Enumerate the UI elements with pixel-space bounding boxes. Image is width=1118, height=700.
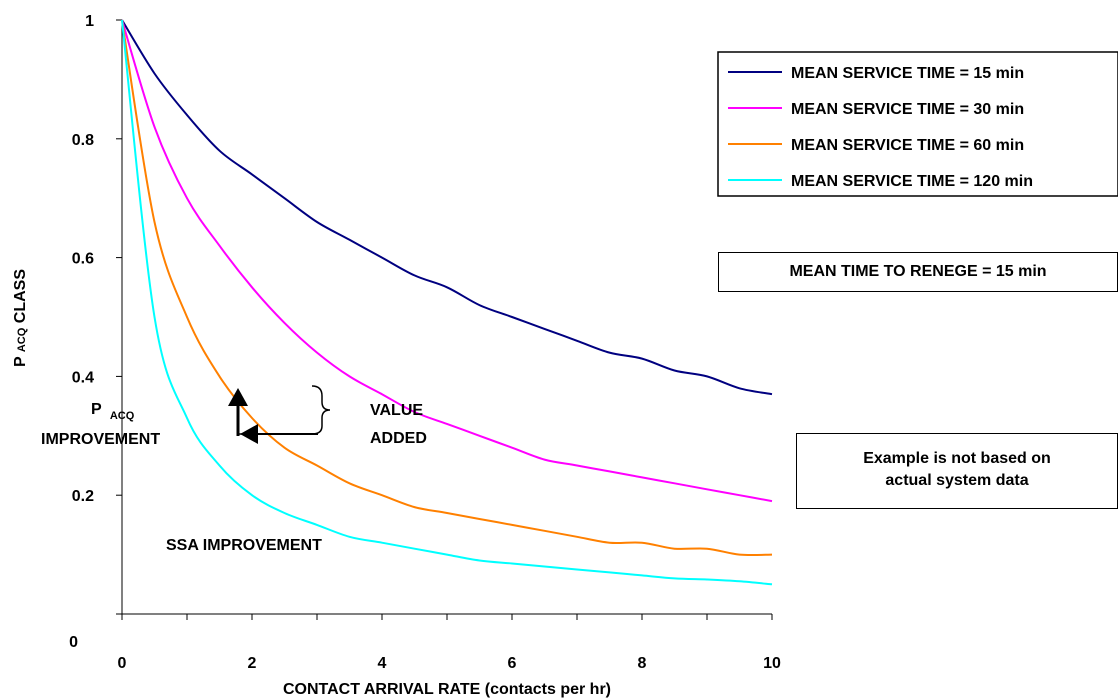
brace-shape — [311, 385, 331, 435]
arrow-left-icon — [240, 424, 258, 444]
legend-label: MEAN SERVICE TIME = 60 min — [791, 137, 1024, 154]
legend-box — [717, 51, 1118, 197]
pacq-improvement-label: IMPROVEMENT — [41, 431, 160, 448]
x-tick-label: 4 — [378, 655, 387, 672]
y-tick-label: 0.2 — [72, 488, 94, 505]
value-added-label-1: VALUE — [370, 402, 423, 419]
value-added-label-2: ADDED — [370, 430, 427, 447]
y-tick-label: 0 — [69, 634, 78, 651]
y-tick-label: 1 — [85, 13, 94, 30]
series-line-2 — [121, 19, 773, 503]
legend-label: MEAN SERVICE TIME = 15 min — [791, 65, 1024, 82]
series-lines — [121, 19, 773, 586]
series-line-1 — [121, 19, 773, 396]
y-axis: 0 0.2 0.4 0.6 0.8 1 — [69, 13, 123, 651]
y-tick-label: 0.6 — [72, 251, 94, 268]
arrow-up-icon — [228, 388, 248, 406]
x-tick-label: 2 — [248, 655, 257, 672]
renege-text: MEAN TIME TO RENEGE = 15 min — [789, 263, 1047, 280]
y-tick-label: 0.8 — [72, 132, 94, 149]
y-tick-label: 0.4 — [72, 369, 94, 386]
x-tick-label: 0 — [118, 655, 127, 672]
x-tick-label: 6 — [508, 655, 517, 672]
disclaimer-line-2: actual system data — [885, 472, 1029, 489]
renege-info-box: MEAN TIME TO RENEGE = 15 min — [718, 252, 1118, 292]
legend: MEAN SERVICE TIME = 15 min MEAN SERVICE T… — [728, 65, 1033, 190]
x-tick-label: 10 — [763, 655, 781, 672]
series-line-4 — [121, 19, 773, 586]
ssa-improvement-label: SSA IMPROVEMENT — [166, 537, 322, 554]
value-added-annotation: VALUE ADDED — [311, 385, 427, 447]
x-tick-label: 8 — [638, 655, 647, 672]
legend-label: MEAN SERVICE TIME = 30 min — [791, 101, 1024, 118]
series-line-3 — [121, 19, 773, 557]
disclaimer-box: Example is not based on actual system da… — [796, 433, 1118, 509]
pacq-label: P ACQ — [91, 401, 135, 422]
pacq-improvement-annotation: P ACQ IMPROVEMENT — [41, 401, 160, 448]
improvement-arrows — [228, 388, 318, 444]
disclaimer-line-1: Example is not based on — [863, 450, 1051, 467]
x-axis: 0 2 4 6 8 10 — [118, 613, 781, 672]
x-axis-title: CONTACT ARRIVAL RATE (contacts per hr) — [283, 681, 611, 698]
y-axis-title: P ACQ CLASS — [12, 269, 29, 367]
legend-label: MEAN SERVICE TIME = 120 min — [791, 173, 1033, 190]
